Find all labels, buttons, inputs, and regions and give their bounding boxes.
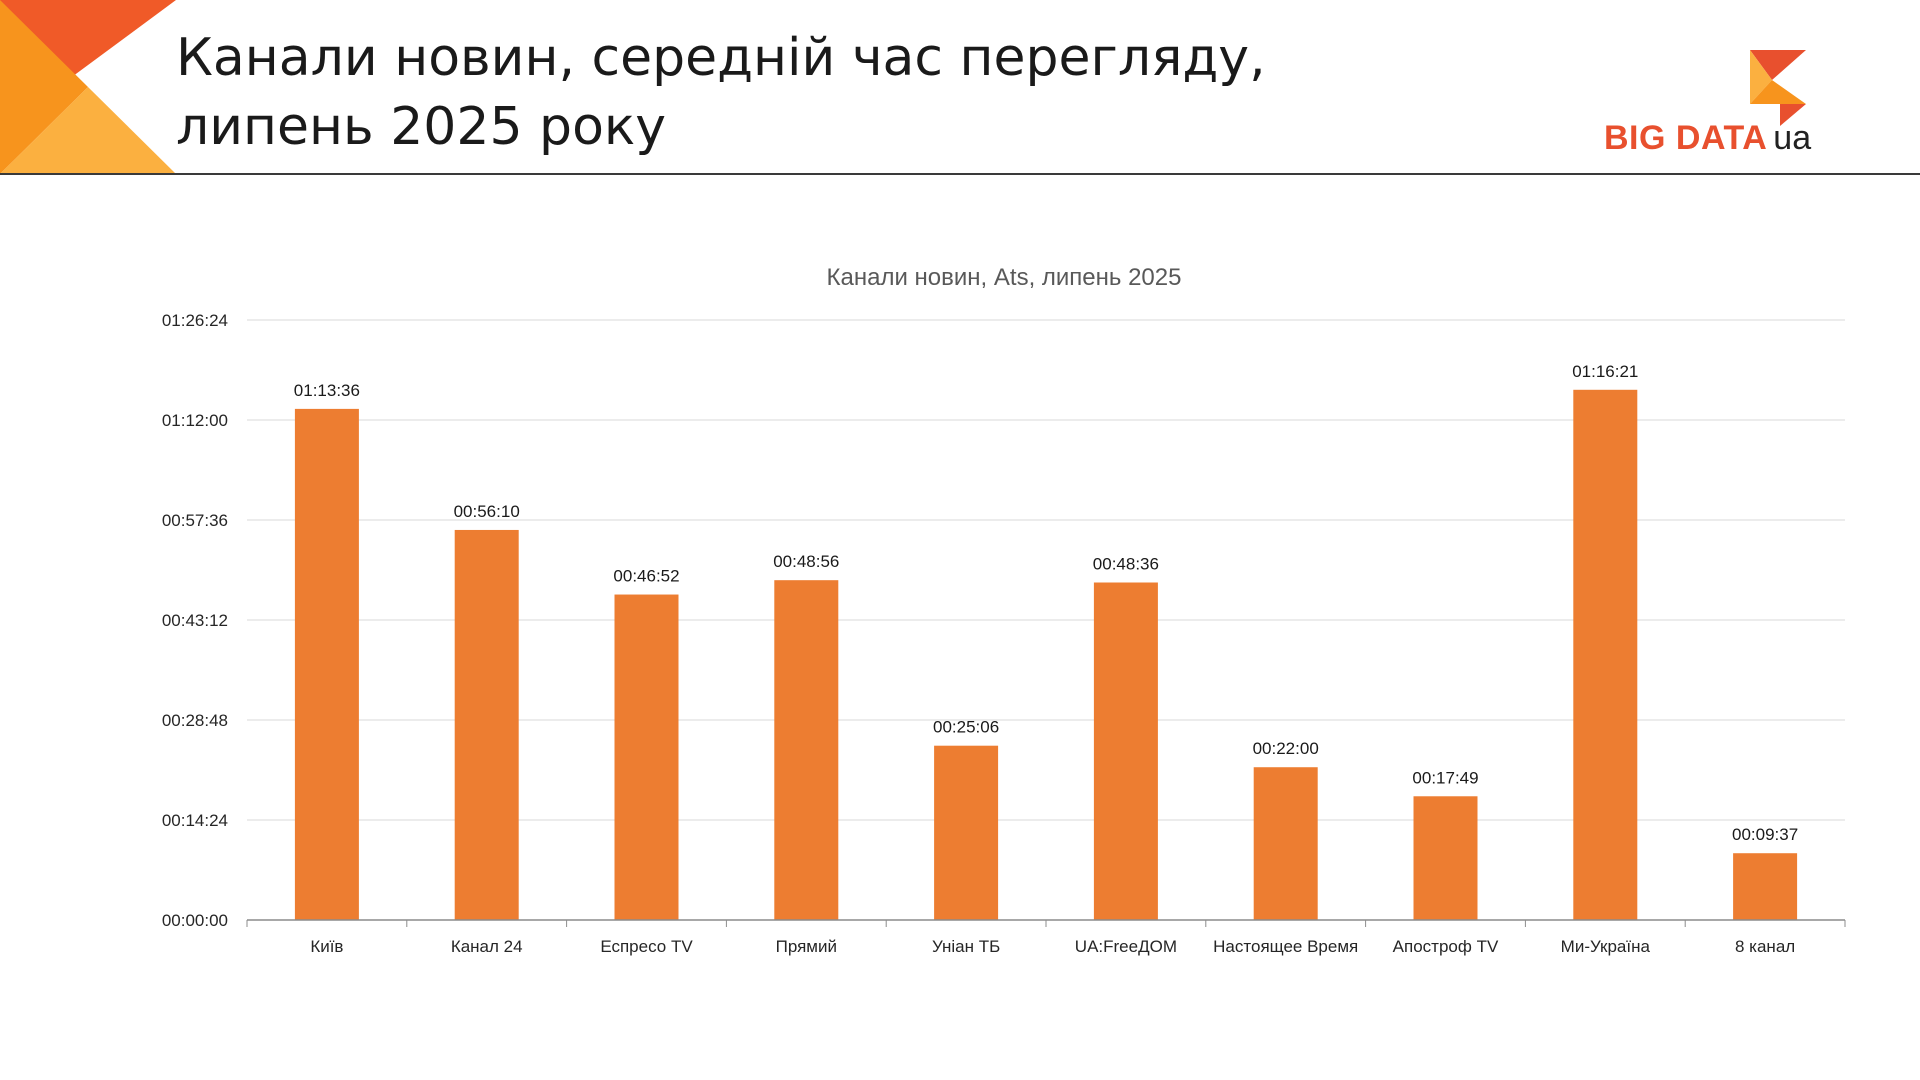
y-tick-label: 01:26:24 (162, 311, 228, 330)
corner-yellow-triangle (0, 87, 176, 174)
slide-title-line-2: липень 2025 року (176, 97, 667, 157)
bar (774, 580, 839, 920)
bar (1253, 767, 1318, 920)
bar (294, 408, 359, 920)
corner-decoration (0, 0, 176, 174)
data-label: 00:56:10 (454, 502, 520, 521)
y-tick-label: 00:43:12 (162, 611, 228, 630)
bar (1573, 389, 1638, 921)
logo-mark-icon (1750, 50, 1806, 126)
x-tick-label: Київ (310, 937, 343, 956)
x-tick-label: Прямий (776, 937, 837, 956)
header-divider (0, 173, 1920, 175)
data-label: 00:17:49 (1412, 768, 1478, 787)
bar (614, 594, 679, 920)
corner-orange-triangle (0, 0, 88, 174)
bar (1413, 796, 1478, 920)
bars (294, 389, 1798, 921)
logo-suffix: ua (1773, 119, 1812, 157)
data-labels: 01:13:36 00:56:10 00:46:52 00:48:56 00:25:06… (294, 362, 1798, 844)
logo-mark-orange (1750, 80, 1806, 104)
logo-wordmark: BIG DATA ua (1604, 118, 1811, 158)
x-axis-ticks: Київ Канал 24 Еспресо TV Прямий Уніан ТБ UA:F… (246, 920, 1846, 956)
x-tick-label: Канал 24 (451, 937, 523, 956)
x-tick-label: UA:FreeДОМ (1075, 937, 1177, 956)
logo-mark-red (1750, 50, 1806, 80)
bar (934, 745, 999, 920)
y-tick-label: 01:12:00 (162, 411, 228, 430)
data-label: 01:16:21 (1572, 362, 1638, 381)
data-label: 01:13:36 (294, 381, 360, 400)
slide-title-line-1: Канали новин, середній час перегляду, (176, 28, 1266, 88)
x-tick-label: Ми-Україна (1561, 937, 1651, 956)
data-label: 00:46:52 (613, 567, 679, 586)
y-tick-label: 00:00:00 (162, 911, 228, 930)
logo-mark-yellow (1750, 50, 1772, 104)
logo-name: BIG DATA (1604, 119, 1768, 157)
data-label: 00:09:37 (1732, 825, 1798, 844)
y-axis-ticks: 00:00:00 00:14:24 00:28:48 00:43:12 00:57:36… (162, 311, 228, 930)
x-tick-label: Еспресо TV (600, 937, 693, 956)
logo-mark-tail (1780, 104, 1806, 126)
bar (1733, 853, 1798, 920)
y-tick-label: 00:28:48 (162, 711, 228, 730)
x-tick-label: Уніан ТБ (932, 937, 1000, 956)
data-label: 00:22:00 (1253, 739, 1319, 758)
bar (1093, 582, 1158, 920)
chart-title: Канали новин, Ats, липень 2025 (827, 264, 1182, 291)
data-label: 00:25:06 (933, 718, 999, 737)
slide-title: Канали новин, середній час перегляду, ли… (176, 24, 1266, 162)
data-label: 00:48:56 (773, 552, 839, 571)
data-label: 00:48:36 (1093, 555, 1159, 574)
x-tick-label: Настоящее Время (1213, 937, 1358, 956)
x-tick-label: Апостроф TV (1393, 937, 1499, 956)
big-data-ua-logo: BIG DATA ua (1604, 46, 1830, 160)
x-tick-label: 8 канал (1735, 937, 1795, 956)
y-tick-label: 00:57:36 (162, 511, 228, 530)
y-tick-label: 00:14:24 (162, 811, 228, 830)
bar (454, 529, 519, 920)
